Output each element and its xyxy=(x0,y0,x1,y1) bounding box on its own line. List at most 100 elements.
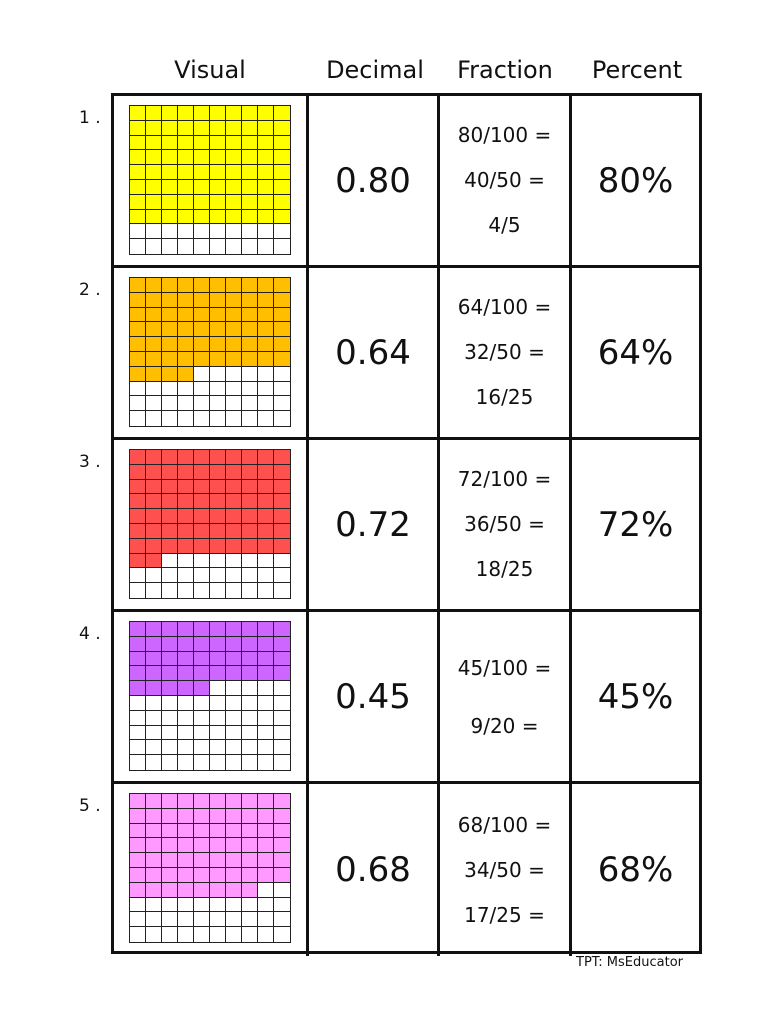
grid-square xyxy=(258,651,274,667)
grid-square xyxy=(258,464,274,480)
grid-square xyxy=(178,794,194,809)
grid-square xyxy=(226,494,242,510)
grid-square xyxy=(194,823,210,839)
grid-square xyxy=(210,794,226,809)
grid-square xyxy=(210,509,226,524)
grid-square xyxy=(274,106,290,121)
grid-square xyxy=(130,927,146,942)
grid-square xyxy=(242,740,258,756)
grid-square xyxy=(210,636,226,652)
grid-square xyxy=(274,523,290,539)
grid-square xyxy=(242,366,258,382)
table-row: 0.80 80/100 = 40/50 = 4/5 80% xyxy=(114,96,699,268)
grid-square xyxy=(226,150,242,166)
grid-square xyxy=(274,396,290,412)
grid-square xyxy=(162,897,178,913)
grid-square xyxy=(210,666,226,682)
grid-square xyxy=(162,209,178,225)
grid-square xyxy=(130,681,146,696)
grid-square xyxy=(242,179,258,195)
grid-square xyxy=(178,740,194,756)
grid-square xyxy=(226,106,242,121)
visual-cell xyxy=(114,784,309,956)
decimal-value: 0.80 xyxy=(309,96,440,265)
grid-square xyxy=(274,794,290,809)
grid-square xyxy=(162,179,178,195)
grid-square xyxy=(226,823,242,839)
grid-square xyxy=(242,651,258,667)
grid-square xyxy=(130,838,146,854)
row-number: 5 . xyxy=(79,796,101,816)
decimal-value: 0.68 xyxy=(309,784,440,956)
grid-square xyxy=(210,292,226,308)
grid-square xyxy=(274,912,290,928)
grid-square xyxy=(178,411,194,426)
grid-square xyxy=(194,912,210,928)
grid-square xyxy=(242,927,258,942)
grid-square xyxy=(258,838,274,854)
row-number: 4 . xyxy=(79,624,101,644)
grid-square xyxy=(194,322,210,338)
grid-square xyxy=(274,194,290,210)
grid-square xyxy=(130,651,146,667)
grid-square xyxy=(130,396,146,412)
grid-square xyxy=(130,583,146,598)
grid-square xyxy=(130,135,146,151)
grid-square xyxy=(258,568,274,584)
grid-square xyxy=(274,382,290,397)
grid-square xyxy=(146,179,162,195)
grid-square xyxy=(242,479,258,495)
grid-square xyxy=(130,725,146,741)
grid-square xyxy=(242,292,258,308)
grid-square xyxy=(162,224,178,240)
grid-square xyxy=(146,106,162,121)
grid-square xyxy=(274,622,290,637)
grid-square xyxy=(178,239,194,254)
grid-square xyxy=(242,681,258,696)
grid-square xyxy=(146,583,162,598)
grid-square xyxy=(210,239,226,254)
grid-square xyxy=(226,381,242,397)
grid-square xyxy=(194,239,210,254)
grid-square xyxy=(258,523,274,539)
grid-square xyxy=(146,636,162,652)
grid-square xyxy=(258,239,274,254)
grid-square xyxy=(258,194,274,210)
grid-square xyxy=(258,912,274,928)
grid-square xyxy=(130,150,146,166)
grid-square xyxy=(226,636,242,652)
grid-square xyxy=(130,853,146,868)
grid-square xyxy=(146,150,162,166)
fraction-cell: 72/100 = 36/50 = 18/25 xyxy=(440,440,572,609)
grid-square xyxy=(242,194,258,210)
grid-square xyxy=(258,322,274,338)
header-fraction: Fraction xyxy=(457,56,553,84)
grid-square xyxy=(226,912,242,928)
grid-square xyxy=(194,794,210,809)
grid-square xyxy=(146,725,162,741)
grid-square xyxy=(258,411,274,426)
fraction-line: 16/25 xyxy=(475,385,534,409)
grid-square xyxy=(226,853,242,868)
grid-square xyxy=(274,883,290,898)
grid-square xyxy=(130,411,146,426)
grid-square xyxy=(130,278,146,293)
grid-square xyxy=(210,523,226,539)
fraction-line: 34/50 = xyxy=(464,857,545,882)
grid-square xyxy=(242,538,258,554)
grid-square xyxy=(130,666,146,682)
grid-square xyxy=(194,381,210,397)
grid-square xyxy=(194,695,210,711)
grid-square xyxy=(210,494,226,510)
table-row: 0.72 72/100 = 36/50 = 18/25 72% xyxy=(114,440,699,612)
fraction-line: 36/50 = xyxy=(464,512,545,536)
grid-square xyxy=(146,568,162,584)
grid-square xyxy=(146,853,162,868)
grid-square xyxy=(194,882,210,898)
visual-cell xyxy=(114,268,309,437)
grid-square xyxy=(130,450,146,465)
grid-square xyxy=(130,794,146,809)
grid-square xyxy=(130,622,146,637)
grid-square xyxy=(226,292,242,308)
grid-square xyxy=(178,292,194,308)
